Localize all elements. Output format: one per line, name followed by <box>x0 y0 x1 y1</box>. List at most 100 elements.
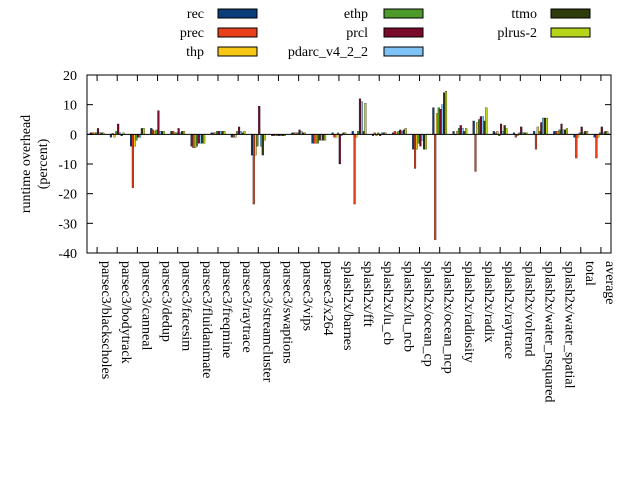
bar-ttmo <box>483 120 486 135</box>
bar-prcl <box>298 129 301 135</box>
bar-ttmo <box>402 129 405 135</box>
bar-thp <box>133 134 136 147</box>
bar-ethp <box>478 119 481 135</box>
bar-ttmo <box>503 125 506 135</box>
bar-pdarc_v4_2_2 <box>481 116 484 135</box>
bar-ttmo <box>422 134 426 150</box>
legend-label-pdarc_v4_2_2: pdarc_v4_2_2 <box>288 45 368 60</box>
bar-prec <box>131 134 134 188</box>
x-tick-label: splash2x/water_nsquared <box>541 261 556 403</box>
x-tick-label: parsec3/dedup <box>159 261 174 342</box>
x-tick-label: parsec3/bodytrack <box>118 261 133 364</box>
x-tick-label: parsec3/vips <box>300 261 315 331</box>
chart-bars <box>89 91 609 240</box>
bar-plrus-2 <box>203 134 206 144</box>
bar-prec <box>474 134 477 172</box>
legend-swatch-ttmo <box>550 8 591 19</box>
bar-prcl <box>520 126 523 135</box>
bar-prcl <box>358 98 362 135</box>
bar-ttmo <box>443 92 446 135</box>
bar-ethp <box>457 128 460 135</box>
bar-pdarc_v4_2_2 <box>320 134 323 141</box>
bar-prcl <box>439 108 442 135</box>
x-tick-label: parsec3/streamcluster <box>259 261 274 383</box>
bar-plrus-2 <box>444 91 448 135</box>
x-tick-label: splash2x/lu_ncb <box>400 261 415 352</box>
bar-plrus-2 <box>263 134 266 141</box>
bar-prec <box>534 134 538 150</box>
bar-plrus-2 <box>505 128 508 135</box>
y-axis-label-line-1: runtime overhead <box>19 115 34 213</box>
x-tick-label: splash2x/fft <box>360 261 375 327</box>
bar-plrus-2 <box>142 128 145 135</box>
legend-label-prcl: prcl <box>346 26 368 41</box>
bar-ethp <box>256 134 259 147</box>
bar-pdarc_v4_2_2 <box>259 134 263 147</box>
bar-rec <box>472 120 475 135</box>
bar-thp <box>536 126 539 135</box>
bar-ethp <box>316 134 319 144</box>
bar-plrus-2 <box>565 128 568 135</box>
bar-thp <box>415 134 418 150</box>
bar-prec <box>434 134 437 240</box>
bar-rec <box>190 134 193 147</box>
bar-thp <box>315 134 318 144</box>
y-tick-label: -10 <box>58 158 77 173</box>
bar-ttmo <box>543 117 547 135</box>
bar-prcl <box>197 134 200 144</box>
bar-pdarc_v4_2_2 <box>562 129 565 135</box>
bar-pdarc_v4_2_2 <box>542 117 545 135</box>
bar-plrus-2 <box>424 134 427 150</box>
bar-pdarc_v4_2_2 <box>421 134 424 141</box>
legend-label-prec: prec <box>180 26 204 41</box>
bar-prcl <box>580 126 583 135</box>
legend-swatch-rec <box>217 8 258 19</box>
bar-prec <box>575 134 578 159</box>
bar-prcl <box>479 116 482 135</box>
bar-ttmo <box>564 129 567 135</box>
y-tick-label: 0 <box>70 128 77 143</box>
bar-prcl <box>157 110 160 135</box>
bar-prcl <box>338 134 341 165</box>
bar-pdarc_v4_2_2 <box>199 134 202 144</box>
legend-swatch-prcl <box>383 27 424 38</box>
y-tick-label: 20 <box>63 69 77 84</box>
legend-swatch-thp <box>217 46 258 57</box>
bar-thp <box>254 134 257 156</box>
bar-ethp <box>195 134 199 147</box>
legend-label-plrus-2: plrus-2 <box>497 26 537 41</box>
legend-label-ttmo: ttmo <box>511 7 537 22</box>
bar-pdarc_v4_2_2 <box>360 101 363 135</box>
bar-rec <box>150 128 153 135</box>
bar-prcl <box>600 126 603 135</box>
bar-ttmo <box>140 128 143 135</box>
x-tick-label: splash2x/radix <box>481 261 496 343</box>
bar-plrus-2 <box>485 107 488 135</box>
bar-prec <box>151 129 155 135</box>
bar-prcl <box>177 128 180 135</box>
legend-swatch-plrus-2 <box>550 27 591 38</box>
bar-rec <box>250 134 254 156</box>
bar-rec <box>311 134 314 144</box>
y-tick-label: 10 <box>63 99 77 114</box>
bar-prcl <box>419 134 422 147</box>
bar-thp <box>476 122 479 135</box>
bar-prcl <box>560 123 563 135</box>
bar-prcl <box>318 134 321 141</box>
x-tick-label: average <box>602 261 617 305</box>
legend: rec prec thp ethp prcl pdarc_v4_2_2 ttmo plrus-… <box>180 7 591 60</box>
bar-ethp <box>558 129 561 135</box>
bar-ethp <box>417 134 420 144</box>
x-tick-label: splash2x/ocean_ncp <box>441 261 456 374</box>
bar-ethp <box>437 107 440 135</box>
bar-prcl <box>117 123 120 135</box>
bar-thp <box>435 113 439 135</box>
x-tick-label: splash2x/raytrace <box>501 261 516 359</box>
bar-plrus-2 <box>465 128 468 135</box>
bar-plrus-2 <box>404 128 407 135</box>
x-tick-label: parsec3/raytrace <box>239 261 254 353</box>
bar-rec <box>130 134 133 147</box>
bar-thp <box>194 134 197 148</box>
bar-prcl <box>459 125 462 135</box>
